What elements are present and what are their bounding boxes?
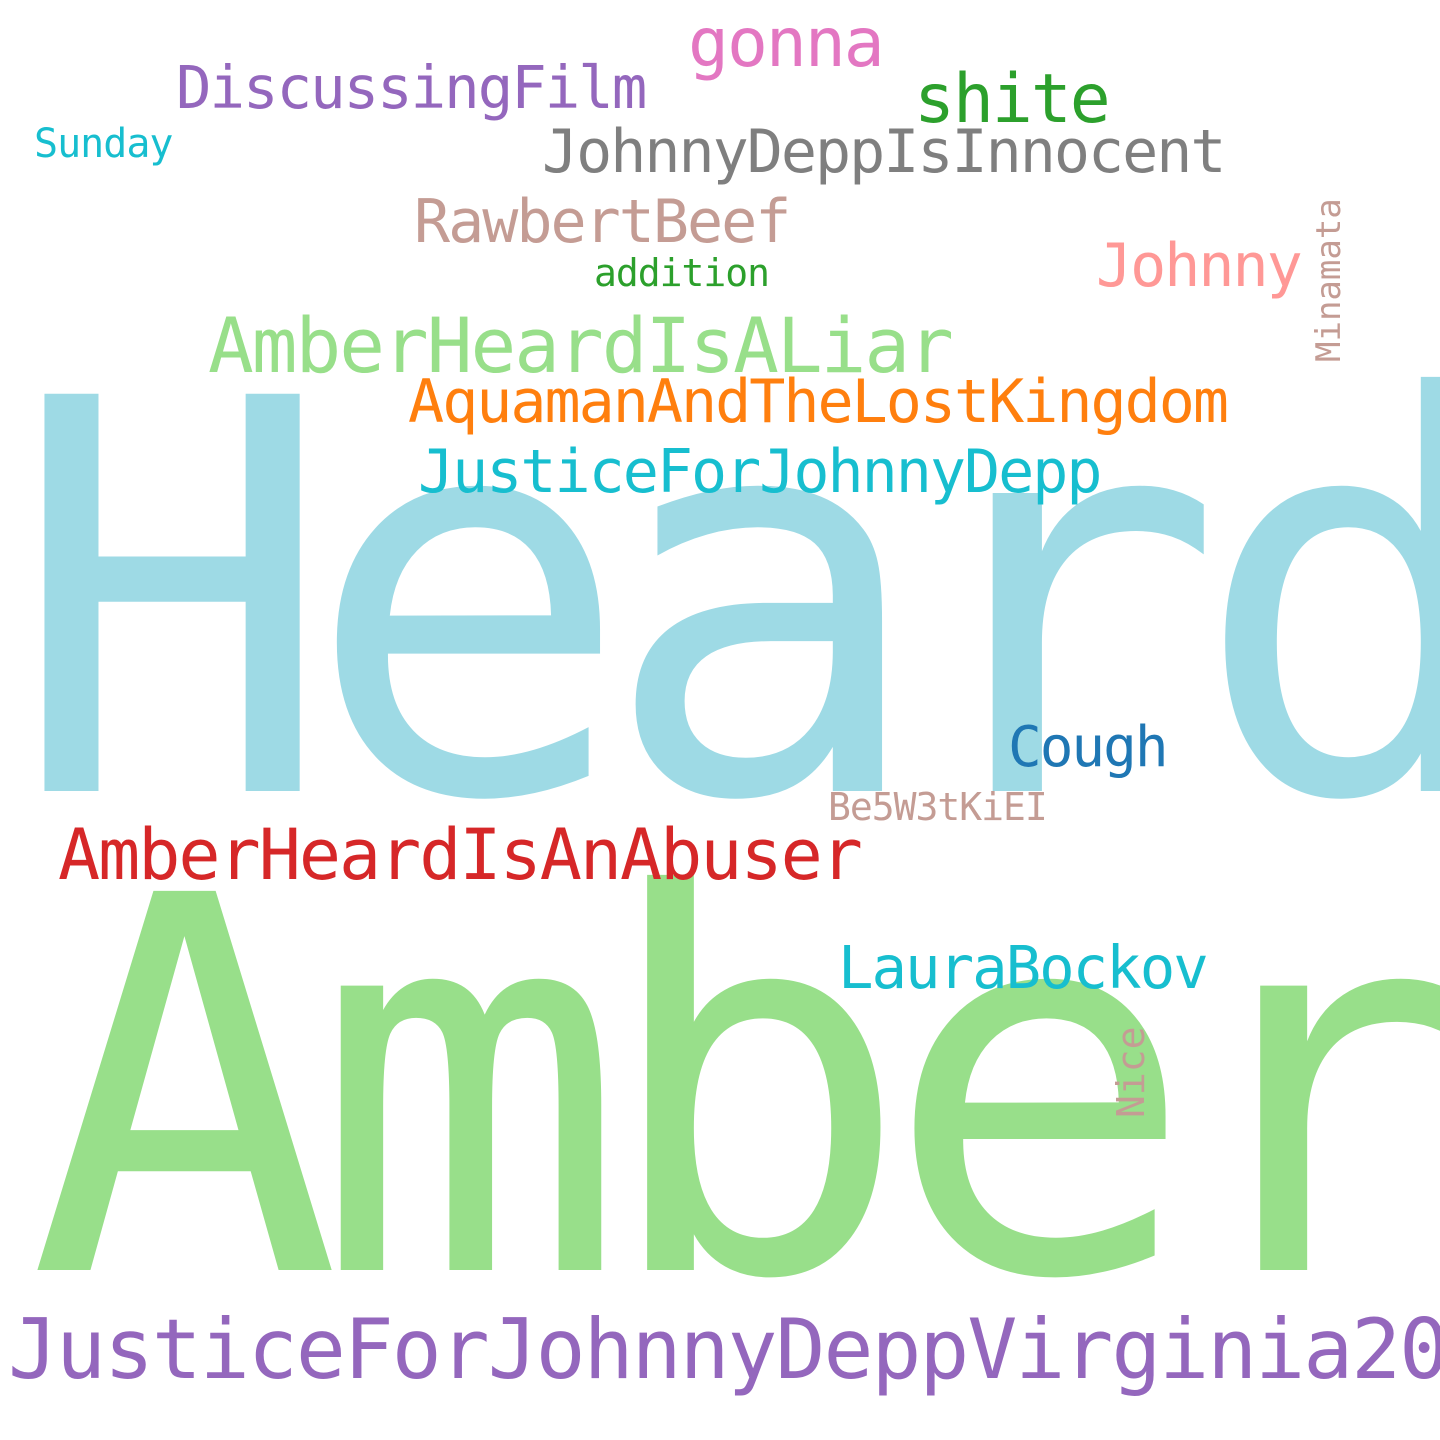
word-justice-for-johnny-depp: JusticeForJohnnyDepp	[418, 437, 1102, 507]
word-aquaman: AquamanAndTheLostKingdom	[408, 367, 1229, 437]
word-amber: Amber	[28, 787, 1440, 1393]
word-johnny-depp-is-innocent: JohnnyDeppIsInnocent	[542, 117, 1226, 187]
word-sunday: Sunday	[34, 121, 173, 167]
word-laura-bockov: LauraBockov	[838, 933, 1209, 1002]
word-nice: Nice	[1109, 1026, 1153, 1118]
word-rawbert-beef: RawbertBeef	[414, 187, 791, 257]
word-gonna: gonna	[688, 4, 885, 83]
word-johnny: Johnny	[1096, 231, 1303, 301]
word-addition: addition	[594, 251, 770, 295]
word-be5w3tkiei: Be5W3tKiEI	[828, 785, 1048, 829]
word-amber-heard-is-an-abuser: AmberHeardIsAnAbuser	[58, 814, 863, 896]
word-heard: Heard	[8, 285, 1440, 920]
word-amber-heard-is-a-liar: AmberHeardIsALiar	[208, 301, 954, 390]
word-cough: Cough	[1008, 715, 1169, 780]
word-discussing-film: DiscussingFilm	[176, 53, 647, 122]
word-minamata: Minamata	[1309, 198, 1349, 362]
word-shite: shite	[914, 60, 1111, 139]
word-justice-for-johnny-depp-virginia-2022: JusticeForJohnnyDeppVirginia2022	[8, 1301, 1440, 1398]
